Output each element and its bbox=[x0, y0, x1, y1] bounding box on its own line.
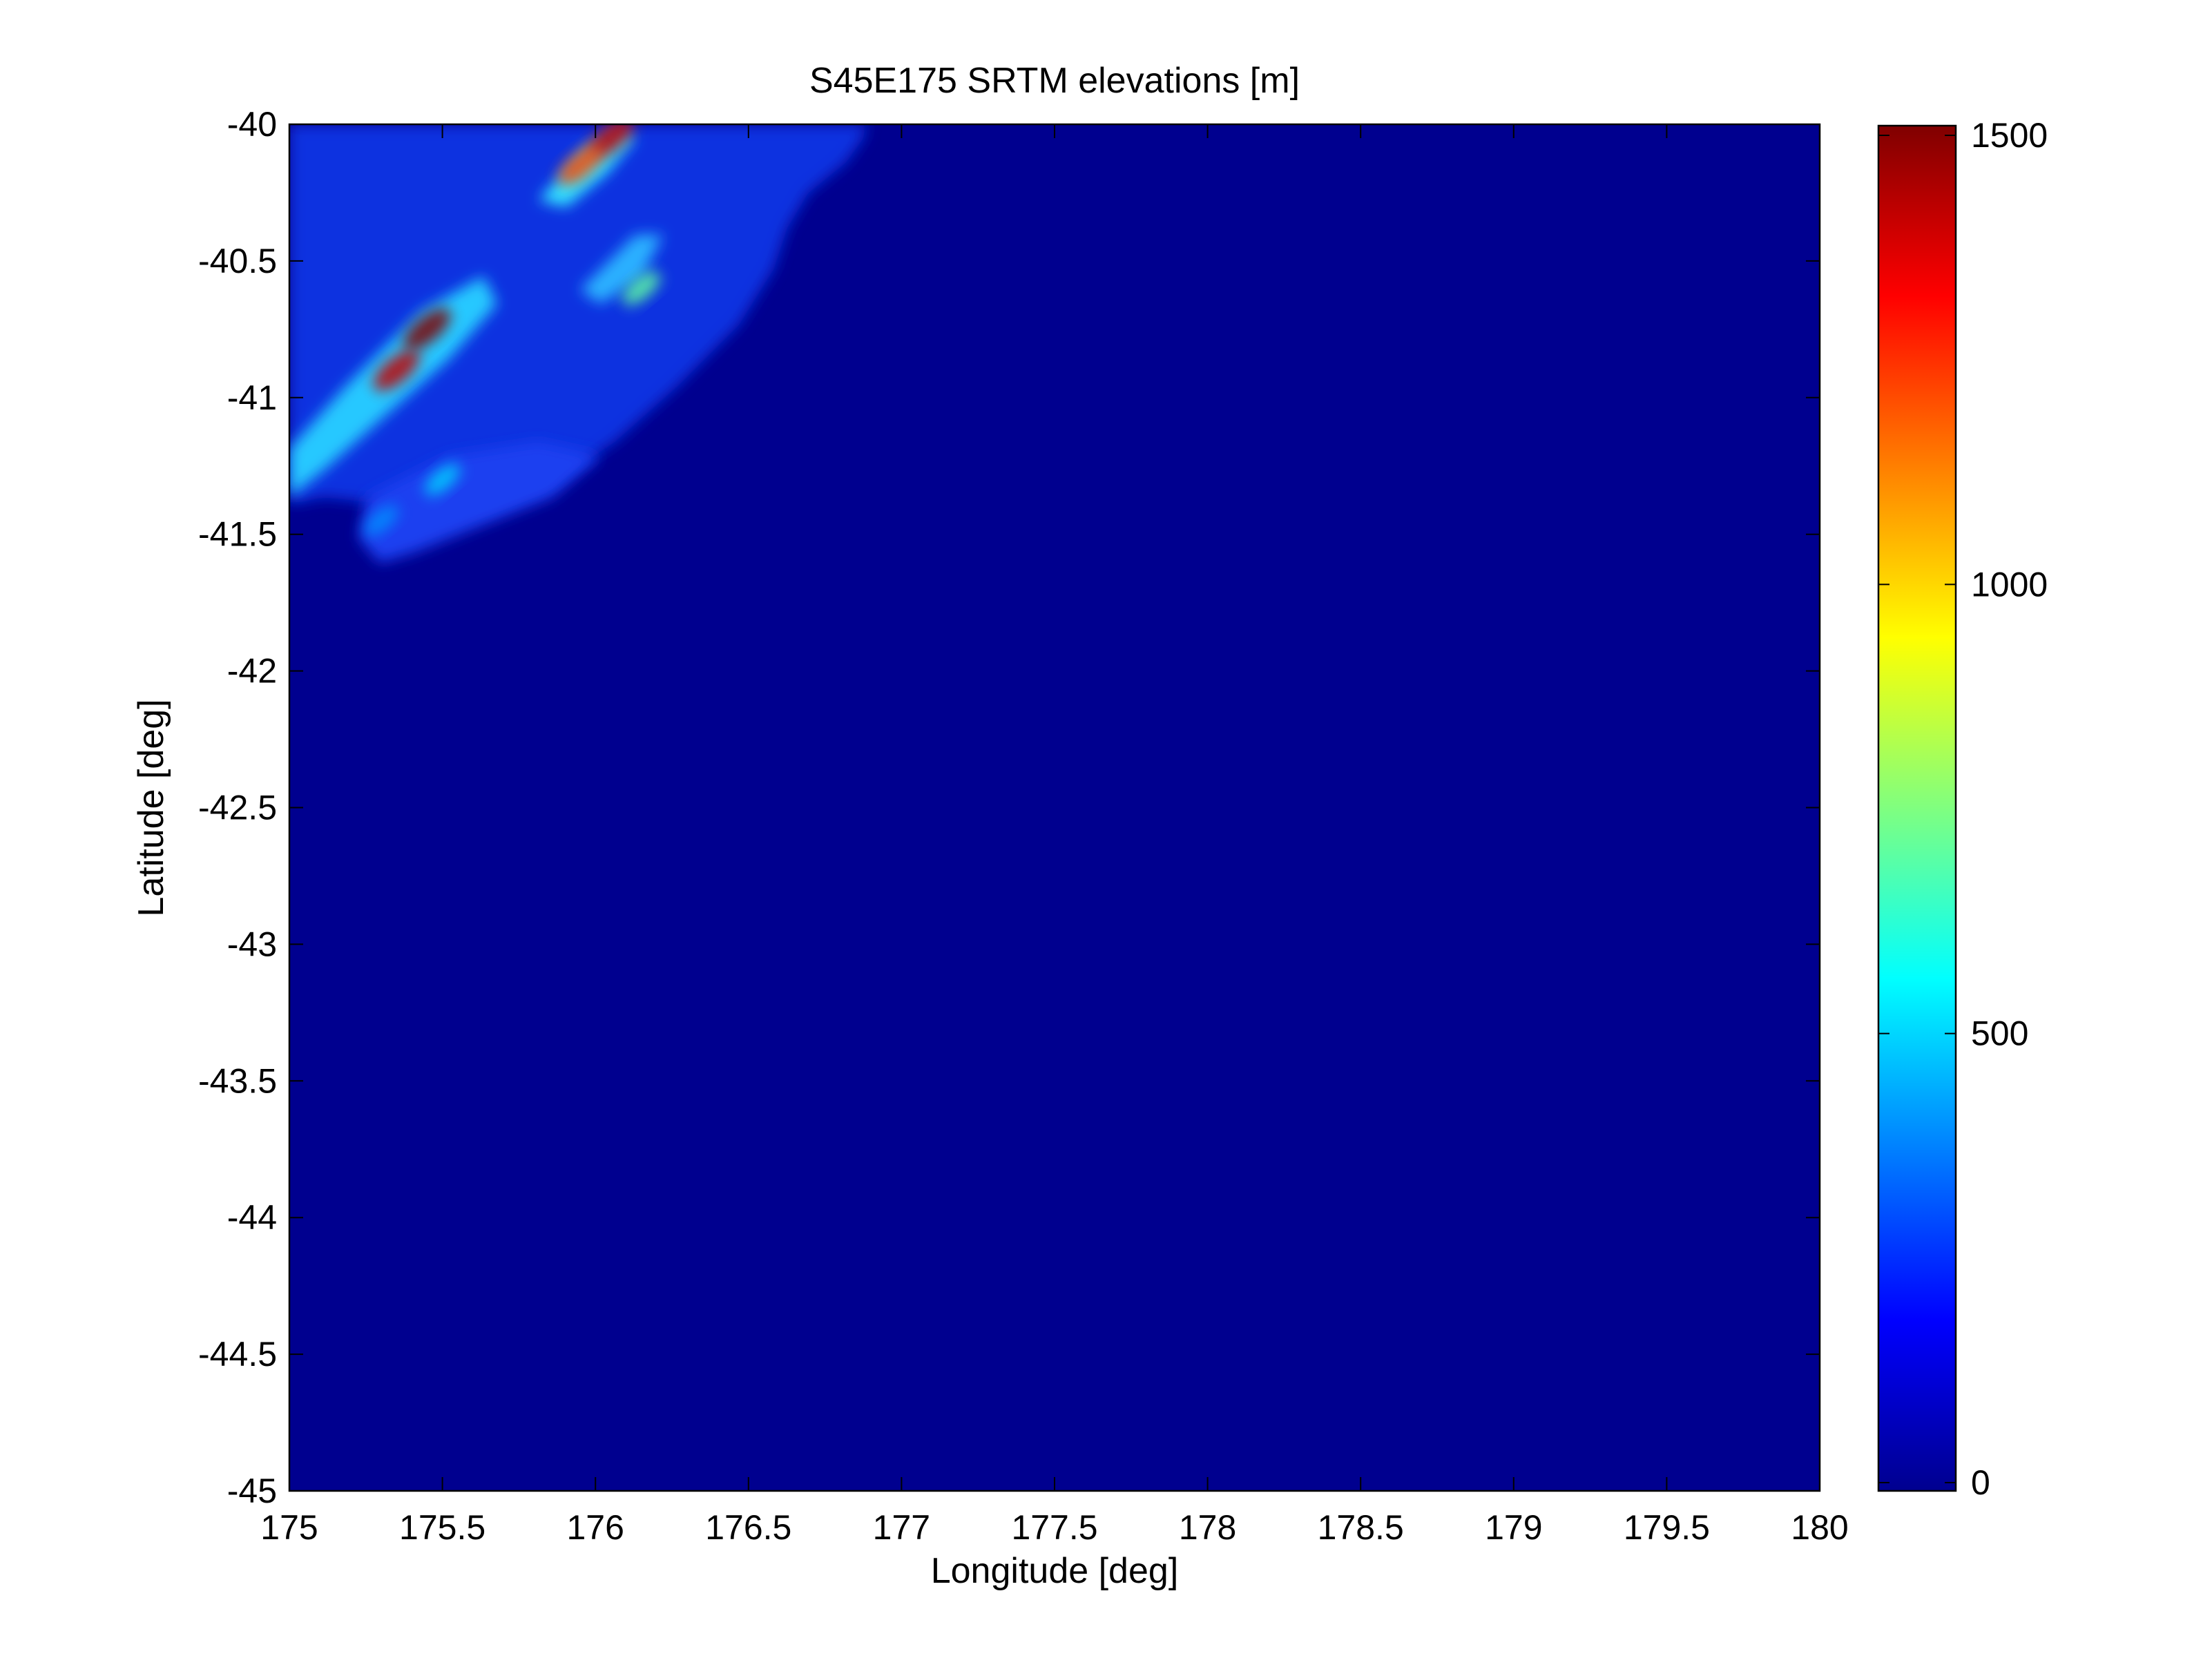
y-tick-label: -40.5 bbox=[198, 242, 277, 280]
y-tick-label: -41.5 bbox=[198, 515, 277, 554]
y-tick-label: -42 bbox=[227, 652, 277, 691]
colorbar-gradient bbox=[1877, 124, 1957, 1492]
plot-area: 175 175.5 176 176.5 177 177.5 178 178.5 179 179.5… bbox=[198, 105, 1849, 1547]
x-tick-label: 175 bbox=[260, 1508, 318, 1547]
terrain-landmass-south bbox=[359, 442, 601, 563]
y-axis-ticks: -40 -40.5 -41 -41.5 -42 -42.5 -43 -43.5 -44 -44.5… bbox=[198, 105, 1820, 1510]
x-tick-label: 176.5 bbox=[705, 1508, 791, 1547]
elevation-marks bbox=[364, 124, 661, 536]
x-tick-label: 178.5 bbox=[1318, 1508, 1404, 1547]
x-tick-label: 179 bbox=[1485, 1508, 1542, 1547]
x-tick-label: 180 bbox=[1791, 1508, 1848, 1547]
y-tick-label: -40 bbox=[227, 105, 277, 144]
x-axis-title: Longitude [deg] bbox=[931, 1551, 1179, 1591]
terrain-layer bbox=[289, 124, 867, 563]
colorbar-tick-label: 0 bbox=[1971, 1463, 1990, 1502]
colorbar: 0 500 1000 1500 bbox=[1877, 116, 2048, 1502]
y-tick-label: -41 bbox=[227, 378, 277, 417]
terrain-landmass-north bbox=[289, 124, 867, 511]
x-tick-label: 177.5 bbox=[1011, 1508, 1097, 1547]
y-tick-label: -44 bbox=[227, 1198, 277, 1237]
x-tick-label: 178 bbox=[1179, 1508, 1236, 1547]
y-tick-label: -42.5 bbox=[198, 789, 277, 827]
y-tick-label: -44.5 bbox=[198, 1335, 277, 1373]
elevation-mark-4 bbox=[622, 271, 661, 305]
elevation-mark-6 bbox=[364, 505, 398, 536]
x-axis-ticks: 175 175.5 176 176.5 177 177.5 178 178.5 179 179.5… bbox=[260, 124, 1849, 1547]
x-tick-label: 175.5 bbox=[399, 1508, 485, 1547]
colorbar-tick-label: 500 bbox=[1971, 1014, 2028, 1053]
terrain-ridge-central bbox=[580, 235, 663, 304]
elevation-mark-0 bbox=[373, 349, 420, 391]
elevation-mark-5 bbox=[424, 463, 461, 496]
y-tick-label: -43.5 bbox=[198, 1061, 277, 1100]
colorbar-ticks: 0 500 1000 1500 bbox=[1878, 116, 2048, 1502]
y-tick-label: -45 bbox=[227, 1472, 277, 1510]
chart-title: S45E175 SRTM elevations [m] bbox=[809, 61, 1300, 101]
x-tick-label: 176 bbox=[566, 1508, 624, 1547]
colorbar-tick-label: 1500 bbox=[1971, 116, 2048, 155]
x-tick-label: 177 bbox=[873, 1508, 930, 1547]
y-tick-label: -43 bbox=[227, 925, 277, 963]
y-axis-title: Latitude [deg] bbox=[131, 699, 171, 916]
elevation-mark-1 bbox=[403, 308, 451, 351]
colorbar-tick-label: 1000 bbox=[1971, 565, 2048, 604]
elevation-mark-3 bbox=[558, 146, 602, 185]
x-tick-label: 179.5 bbox=[1624, 1508, 1710, 1547]
